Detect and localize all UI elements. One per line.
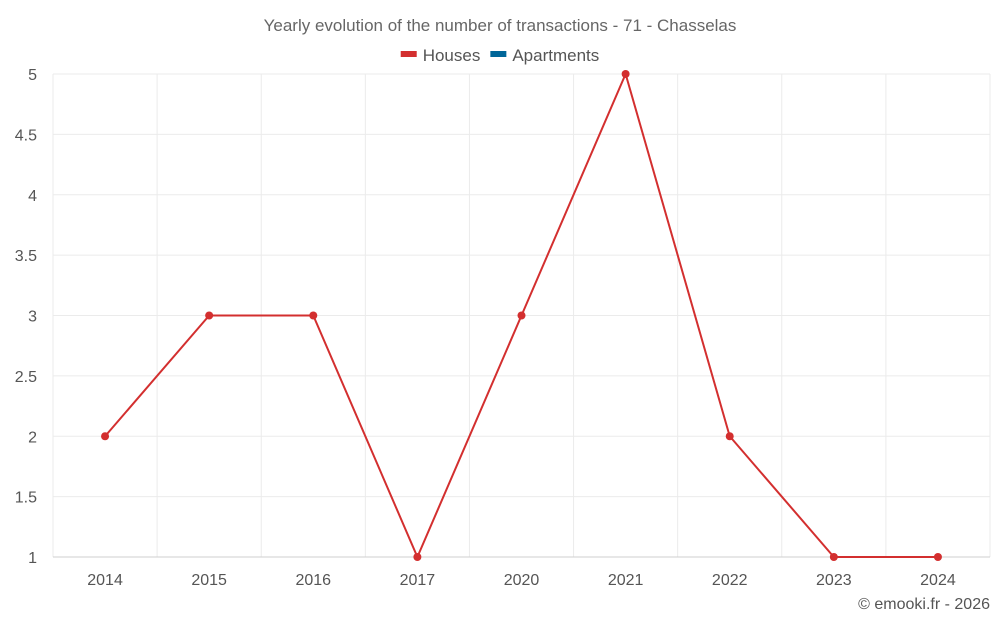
legend: Houses Apartments	[400, 46, 599, 65]
series-group	[101, 70, 942, 561]
data-point	[621, 70, 630, 78]
y-gridlines	[53, 73, 990, 498]
y-tick-label: 1.5	[15, 490, 37, 507]
data-point	[933, 553, 942, 561]
x-tick-label: 2022	[712, 572, 748, 589]
y-tick-label: 2	[28, 429, 37, 446]
legend-swatch-houses	[400, 51, 417, 57]
y-tick-label: 2.5	[15, 369, 37, 386]
y-tick-label: 1	[28, 550, 37, 567]
y-tick-label: 3.5	[15, 248, 37, 265]
x-tick-label: 2016	[295, 572, 331, 589]
data-point	[205, 311, 214, 320]
data-point	[413, 553, 422, 561]
y-axis-ticks: 1 1.5 2 2.5 3 3.5 4 4.5 5	[15, 67, 37, 567]
legend-label-houses: Houses	[423, 46, 481, 65]
y-tick-label: 5	[28, 67, 37, 84]
y-tick-label: 3	[28, 309, 37, 326]
legend-label-apartments: Apartments	[512, 46, 599, 65]
legend-swatch-apartments	[490, 51, 507, 57]
x-tick-label: 2015	[191, 572, 227, 589]
chart-title: Yearly evolution of the number of transa…	[264, 16, 737, 35]
x-tick-label: 2024	[920, 572, 956, 589]
footer-credit: © emooki.fr - 2026	[858, 596, 990, 613]
data-point	[829, 553, 838, 561]
data-point	[101, 432, 110, 441]
x-tick-label: 2017	[400, 572, 436, 589]
y-tick-label: 4.5	[15, 127, 37, 144]
data-point	[725, 432, 734, 441]
x-tick-label: 2021	[608, 572, 644, 589]
x-tick-label: 2020	[504, 572, 540, 589]
x-tick-label: 2023	[816, 572, 852, 589]
data-point	[309, 311, 318, 320]
x-gridlines	[52, 74, 991, 557]
x-axis-ticks: 2014 2015 2016 2017 2020 2021 2022 2023 2024	[87, 572, 956, 589]
data-point	[517, 311, 526, 320]
y-tick-label: 4	[28, 188, 37, 205]
x-tick-label: 2014	[87, 572, 123, 589]
